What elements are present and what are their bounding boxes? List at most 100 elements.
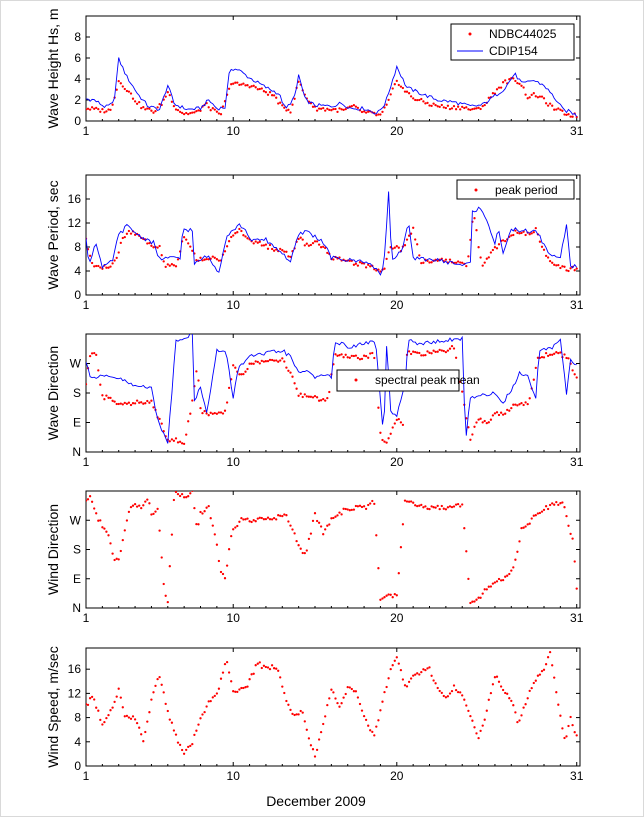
data-point bbox=[285, 366, 288, 369]
data-point bbox=[174, 265, 178, 268]
panel-3: 1 10 20 31 N E S W Wave Direction spectral peak m… bbox=[45, 333, 584, 469]
data-point bbox=[360, 709, 364, 712]
data-point bbox=[463, 698, 466, 701]
data-point bbox=[409, 352, 413, 356]
data-point bbox=[125, 89, 129, 93]
data-point bbox=[418, 504, 421, 507]
data-point bbox=[432, 349, 435, 352]
data-point bbox=[516, 231, 519, 234]
legend-box bbox=[450, 23, 575, 61]
data-point bbox=[279, 101, 282, 104]
data-point bbox=[405, 90, 409, 93]
data-point bbox=[483, 588, 486, 591]
data-point bbox=[238, 373, 241, 376]
data-point bbox=[211, 255, 214, 258]
data-point bbox=[508, 572, 511, 576]
data-point bbox=[412, 501, 415, 504]
data-point bbox=[385, 441, 388, 444]
data-point bbox=[221, 105, 225, 108]
data-point bbox=[293, 713, 296, 717]
data-point bbox=[119, 82, 122, 85]
data-point bbox=[152, 111, 155, 114]
data-point bbox=[540, 510, 544, 513]
data-point bbox=[322, 722, 325, 726]
y-tick-label: 16 bbox=[68, 662, 82, 676]
data-point bbox=[268, 91, 272, 94]
data-point bbox=[221, 572, 225, 576]
y-axis-label: Wind Direction bbox=[45, 504, 61, 595]
data-point bbox=[252, 84, 255, 87]
data-point bbox=[156, 246, 159, 249]
data-point bbox=[123, 715, 126, 718]
plot-data bbox=[86, 191, 578, 276]
data-point bbox=[168, 440, 171, 443]
data-point bbox=[123, 87, 126, 91]
data-point bbox=[211, 696, 214, 699]
data-point bbox=[514, 558, 517, 561]
y-axis-label: Wave Direction bbox=[45, 346, 61, 440]
data-point bbox=[422, 354, 425, 357]
data-point bbox=[493, 412, 497, 415]
data-point bbox=[459, 380, 462, 383]
data-point bbox=[487, 256, 490, 259]
data-point bbox=[436, 105, 439, 108]
data-point bbox=[133, 233, 137, 236]
data-point bbox=[131, 402, 135, 405]
data-point bbox=[133, 502, 137, 506]
data-point bbox=[319, 730, 323, 734]
data-point bbox=[268, 243, 272, 247]
data-point bbox=[544, 351, 548, 355]
data-point bbox=[238, 83, 241, 87]
data-point bbox=[571, 115, 574, 118]
data-point bbox=[565, 113, 568, 117]
data-point bbox=[334, 353, 337, 356]
data-point bbox=[559, 714, 562, 717]
data-point bbox=[238, 227, 241, 231]
data-point bbox=[520, 714, 523, 717]
data-point bbox=[166, 709, 169, 713]
data-point bbox=[393, 83, 396, 86]
data-point bbox=[401, 523, 405, 526]
data-point bbox=[469, 714, 472, 718]
x-tick-label: 1 bbox=[83, 769, 90, 783]
data-point bbox=[416, 351, 419, 354]
data-point bbox=[481, 104, 484, 108]
data-point bbox=[213, 533, 216, 536]
data-point bbox=[205, 412, 208, 415]
data-point bbox=[144, 500, 147, 503]
data-point bbox=[268, 667, 272, 671]
data-point bbox=[548, 259, 552, 263]
data-point bbox=[250, 362, 253, 365]
data-point bbox=[142, 504, 145, 507]
data-point bbox=[180, 492, 184, 496]
data-point bbox=[371, 351, 374, 355]
data-point bbox=[129, 717, 133, 720]
data-point bbox=[340, 108, 343, 111]
data-point bbox=[172, 729, 176, 732]
data-point bbox=[575, 376, 578, 379]
data-point bbox=[491, 582, 495, 585]
data-point bbox=[524, 233, 527, 237]
data-point bbox=[336, 701, 339, 705]
data-point bbox=[295, 387, 298, 390]
data-point bbox=[283, 106, 286, 109]
data-point bbox=[434, 682, 437, 685]
data-point bbox=[477, 596, 480, 599]
data-point bbox=[430, 104, 433, 108]
data-point bbox=[389, 93, 392, 96]
data-point bbox=[283, 513, 286, 516]
data-point bbox=[140, 733, 143, 736]
data-point bbox=[148, 241, 151, 245]
data-point bbox=[412, 226, 415, 229]
data-point bbox=[493, 676, 497, 679]
data-point bbox=[123, 529, 126, 532]
data-point bbox=[289, 708, 292, 712]
data-point bbox=[393, 659, 396, 662]
data-point bbox=[107, 713, 110, 717]
y-tick-label: N bbox=[72, 445, 81, 459]
data-point bbox=[250, 520, 253, 524]
data-point bbox=[461, 503, 464, 506]
y-tick-label: E bbox=[73, 572, 81, 586]
data-point bbox=[399, 668, 403, 672]
